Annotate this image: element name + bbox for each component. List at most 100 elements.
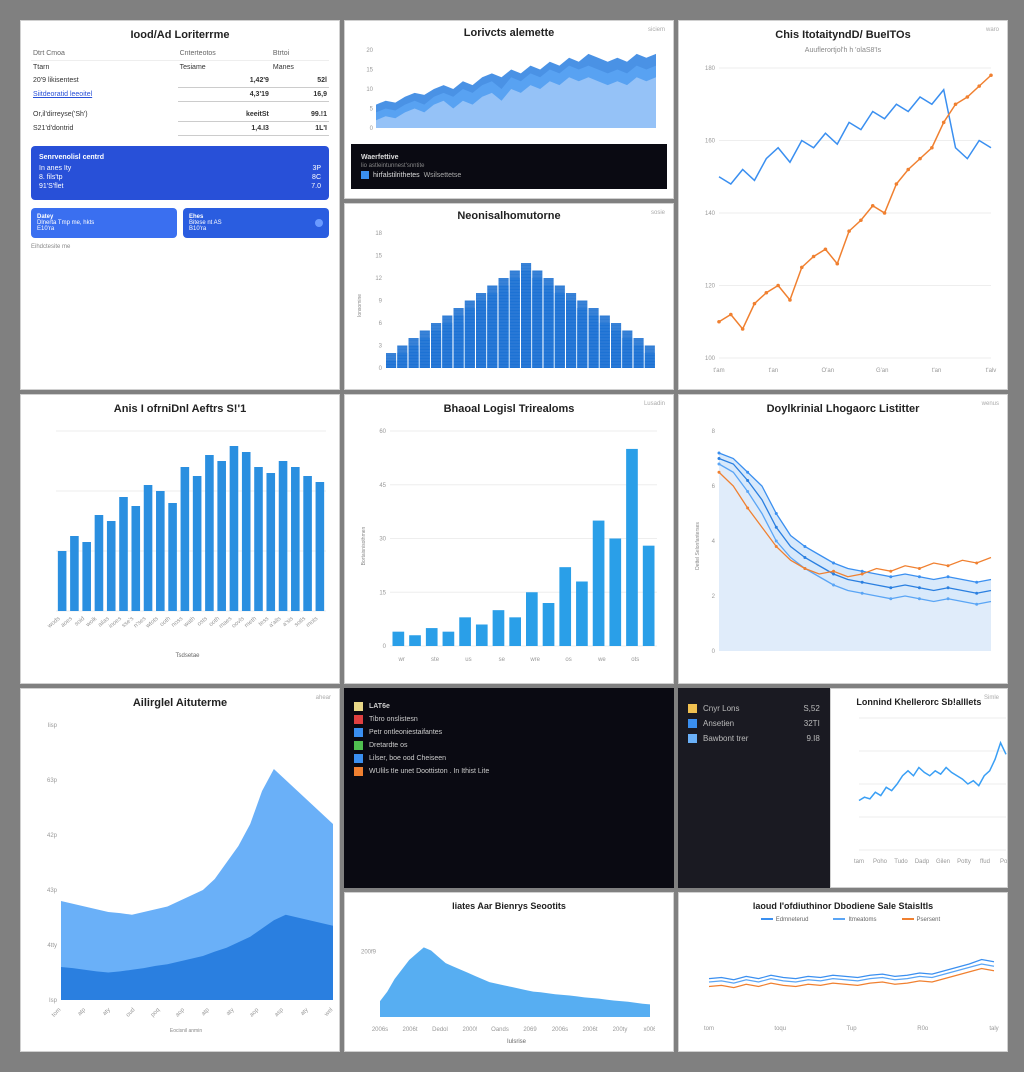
svg-text:ooth: ooth xyxy=(159,616,172,628)
svg-text:18: 18 xyxy=(375,231,382,237)
svg-text:wtots: wtots xyxy=(144,616,159,630)
svg-text:wath: wath xyxy=(182,616,196,629)
svg-text:15: 15 xyxy=(375,254,382,260)
svg-text:0: 0 xyxy=(383,644,387,650)
svg-text:t'an: t'an xyxy=(932,368,942,374)
panel-area-k: liates Aar Bienrys Seootits 200f92006s20… xyxy=(344,892,674,1052)
panel-dark-legend-1: LAT6eTibro onslistesnPetr ontleoniestaif… xyxy=(344,688,674,888)
svg-text:160: 160 xyxy=(705,139,716,145)
svg-text:mots: mots xyxy=(305,616,319,629)
pill-2[interactable]: EhesBitese nt ASB10'ra xyxy=(183,208,329,238)
svg-text:2006t: 2006t xyxy=(402,1027,417,1033)
svg-text:aty: aty xyxy=(300,1007,310,1017)
svg-text:aty: aty xyxy=(226,1007,236,1017)
svg-text:0: 0 xyxy=(370,126,374,132)
svg-text:aty: aty xyxy=(102,1007,112,1017)
svg-text:wre: wre xyxy=(529,657,540,663)
svg-text:sotls: sotls xyxy=(294,616,307,629)
pill-1[interactable]: DateyDlnerta Tmp me, hktsE10'ra xyxy=(31,208,177,238)
svg-text:Dedol: Dedol xyxy=(432,1027,448,1033)
svg-text:200f9: 200f9 xyxy=(361,950,377,956)
svg-text:45: 45 xyxy=(379,483,386,489)
svg-text:Ionsomine: Ionsomine xyxy=(357,294,363,317)
svg-text:4: 4 xyxy=(712,539,716,545)
svg-text:8: 8 xyxy=(712,429,716,435)
svg-text:120: 120 xyxy=(705,284,716,290)
svg-text:10: 10 xyxy=(366,87,373,93)
panel-area-chart: Lorivcts alemettesiciem 05101520 Waerfet… xyxy=(344,20,674,199)
svg-text:ste: ste xyxy=(431,657,440,663)
svg-text:2069: 2069 xyxy=(523,1027,537,1033)
svg-text:meth: meth xyxy=(244,616,258,629)
svg-text:20: 20 xyxy=(366,48,373,54)
svg-text:Dadp: Dadp xyxy=(915,859,930,865)
svg-text:noss: noss xyxy=(171,616,185,629)
svg-text:poq: poq xyxy=(150,1007,161,1018)
svg-text:os: os xyxy=(565,657,571,663)
svg-text:t'alv: t'alv xyxy=(986,368,996,374)
svg-text:se: se xyxy=(499,657,506,663)
svg-text:wolk: wolk xyxy=(85,615,100,629)
svg-text:Potty: Potty xyxy=(957,859,971,865)
svg-text:200ty: 200ty xyxy=(613,1027,628,1033)
svg-text:100: 100 xyxy=(705,356,716,362)
svg-text:Gilen: Gilen xyxy=(936,859,950,865)
svg-text:60: 60 xyxy=(379,429,386,435)
svg-text:Isp: Isp xyxy=(49,998,58,1004)
svg-text:3: 3 xyxy=(379,344,383,350)
svg-text:2: 2 xyxy=(712,594,716,600)
svg-text:G'an: G'an xyxy=(876,368,889,374)
svg-text:aop: aop xyxy=(249,1007,261,1019)
svg-text:140: 140 xyxy=(705,211,716,217)
svg-text:2000!: 2000! xyxy=(462,1027,477,1033)
svg-text:wods: wods xyxy=(46,616,61,630)
svg-text:2006t: 2006t xyxy=(582,1027,597,1033)
svg-text:15: 15 xyxy=(379,590,386,596)
svg-text:63p: 63p xyxy=(47,778,58,784)
svg-text:Poho: Poho xyxy=(873,859,888,865)
svg-text:42p: 42p xyxy=(47,833,58,839)
panel-bar-d: Anis I ofrniDnl Aeftrs S!'1 wodsaoessoid… xyxy=(20,394,340,684)
svg-text:Tudo: Tudo xyxy=(894,859,908,865)
svg-text:2006s: 2006s xyxy=(552,1027,568,1033)
svg-text:atp: atp xyxy=(201,1007,212,1018)
svg-text:t'am: t'am xyxy=(713,368,724,374)
dark-legend-box: Waerfettive lio astleintunnest'snntite h… xyxy=(351,144,667,189)
svg-text:x006: x006 xyxy=(643,1027,655,1033)
svg-text:15: 15 xyxy=(366,68,373,74)
svg-text:9: 9 xyxy=(379,299,383,305)
svg-text:oud: oud xyxy=(125,1007,136,1018)
svg-text:Dettel Selonfanterses: Dettel Selonfanterses xyxy=(695,522,701,570)
svg-text:a'alls: a'alls xyxy=(268,616,282,629)
svg-text:ots: ots xyxy=(631,657,639,663)
svg-text:Bortaisnisothmen: Bortaisnisothmen xyxy=(361,526,367,565)
svg-text:12: 12 xyxy=(375,276,382,282)
svg-text:a'sis: a'sis xyxy=(282,616,295,628)
svg-text:inoes: inoes xyxy=(108,616,123,630)
panel-bar-e: Bhaoal Logisl TrirealomsLusadin 01530456… xyxy=(344,394,674,684)
svg-text:6: 6 xyxy=(712,484,716,490)
svg-text:asp: asp xyxy=(274,1007,286,1019)
svg-text:taly: taly xyxy=(989,1026,998,1032)
panel-multi-line-l: laoud I'ofdiuthinor Dbodiene Sale Staisl… xyxy=(678,892,1008,1052)
svg-text:tom: tom xyxy=(51,1007,62,1018)
svg-text:we: we xyxy=(597,657,606,663)
svg-text:oovls: oovls xyxy=(231,616,246,630)
svg-text:wr: wr xyxy=(398,657,405,663)
svg-text:n'ses: n'ses xyxy=(133,616,147,629)
panel-h-split: Cnyr LonsS,52Ansetien32TIBawbont trer9.I… xyxy=(678,688,1008,888)
svg-text:6: 6 xyxy=(379,321,383,327)
panel-stacked-bars: Neonisalhomutornesosie 0369121518Ionsomi… xyxy=(344,203,674,390)
svg-text:maes: maes xyxy=(218,616,233,630)
svg-text:us: us xyxy=(465,657,471,663)
svg-text:aoes: aoes xyxy=(60,616,74,629)
summary-table: Dtrt CmoaCnterteotosBtrtoi TtarnTesiameM… xyxy=(31,47,329,136)
panel-table-summary: Iood/Ad Loriterrme Dtrt CmoaCnterteotosB… xyxy=(20,20,340,390)
svg-text:Oands: Oands xyxy=(491,1027,509,1033)
svg-text:43p: 43p xyxy=(47,888,58,894)
title: Iood/Ad Loriterrme xyxy=(31,29,329,41)
summary-card: Senrvenolisl centrd In anes Ity3P 8. fil… xyxy=(31,146,329,200)
svg-text:Eocisnil anmin: Eocisnil anmin xyxy=(170,1028,202,1034)
svg-text:atp: atp xyxy=(77,1007,88,1018)
panel-decay-lines: Doylkrinial Lhogaorc Listitterwenus 0246… xyxy=(678,394,1008,684)
